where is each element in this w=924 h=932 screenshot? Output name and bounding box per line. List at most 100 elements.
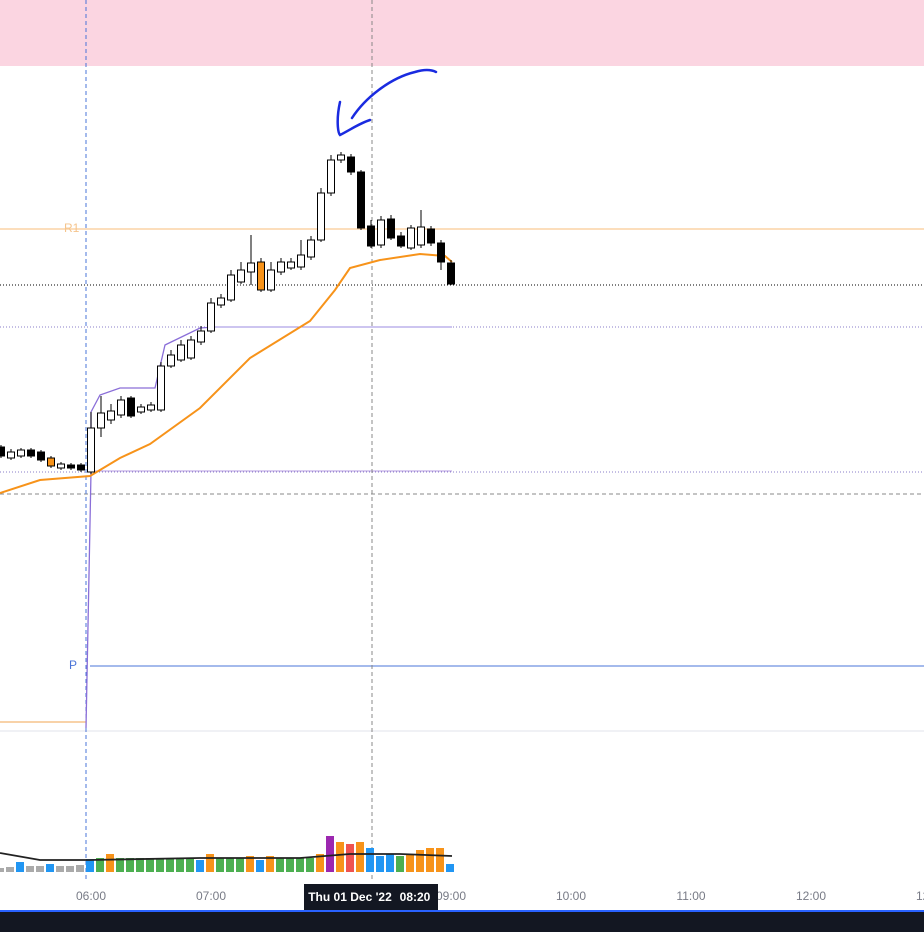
candle-body: [67, 464, 75, 469]
volume-bar: [296, 858, 304, 872]
volume-bar: [76, 865, 84, 872]
candle-body: [307, 239, 315, 258]
volume-bar: [256, 860, 264, 872]
candle-body: [297, 254, 305, 268]
candle-body: [177, 344, 185, 361]
pivot-label: P: [69, 658, 77, 672]
volume-bar: [56, 866, 64, 872]
volume-bar: [96, 858, 104, 872]
candle-body: [337, 154, 345, 161]
candle-body: [87, 427, 95, 473]
candle-body: [257, 261, 265, 291]
bottom-bar-edge: [0, 910, 924, 912]
volume-bar: [346, 844, 354, 872]
candle-body: [397, 235, 405, 247]
volume-bar: [196, 860, 204, 872]
volume-bar: [86, 859, 94, 872]
volume-bar: [356, 842, 364, 872]
volume-bar: [266, 856, 274, 872]
bottom-bar: [0, 910, 924, 932]
candle-body: [157, 365, 165, 411]
candle-body: [197, 330, 205, 343]
candle-body: [107, 410, 115, 421]
volume-bar: [166, 858, 174, 872]
time-tick: 09:00: [436, 889, 466, 903]
volume-bar: [116, 858, 124, 872]
candle-body: [247, 262, 255, 273]
ema-line: [0, 252, 453, 494]
candle-body: [437, 242, 445, 263]
candle-body: [407, 227, 415, 249]
r1-label: R1: [64, 221, 80, 235]
volume-bar: [66, 866, 74, 872]
candle-body: [137, 406, 145, 413]
volume-bar: [206, 854, 214, 872]
candle-body: [417, 226, 425, 246]
volume-bar: [436, 848, 444, 872]
volume-bar: [6, 867, 14, 872]
volume-bar: [16, 862, 24, 872]
candle-body: [47, 457, 55, 467]
volume-bar: [176, 858, 184, 872]
time-tick: 06:00: [76, 889, 106, 903]
volume-bar: [306, 858, 314, 872]
candle-body: [217, 297, 225, 306]
candle-body: [287, 261, 295, 269]
candle-body: [387, 218, 395, 239]
candle-body: [147, 404, 155, 411]
candles: [0, 152, 455, 474]
candle-body: [357, 171, 365, 229]
volume-bar: [416, 850, 424, 872]
time-tick: 12:00: [796, 889, 826, 903]
volume-bar: [276, 858, 284, 872]
volume-bar: [446, 864, 454, 872]
volume-ma: [0, 852, 453, 861]
candle-body: [187, 339, 195, 359]
volume-bar: [376, 856, 384, 872]
volume-bar: [186, 858, 194, 872]
volume-bar: [226, 858, 234, 872]
volume-bar: [236, 858, 244, 872]
volume-bar: [26, 866, 34, 872]
time-tick: 12:00: [916, 889, 924, 903]
volume-bar: [136, 858, 144, 872]
volume-bar: [326, 836, 334, 872]
candle-body: [367, 225, 375, 247]
volume-bar: [0, 868, 4, 872]
volume-bar: [246, 856, 254, 872]
candle-body: [377, 219, 385, 246]
candle-body: [7, 451, 15, 459]
volume-bar: [386, 854, 394, 872]
volume-bar: [316, 854, 324, 872]
candle-body: [167, 354, 175, 367]
volume-bar: [146, 858, 154, 872]
candle-body: [327, 159, 335, 194]
candle-body: [77, 464, 85, 471]
time-tick: 10:00: [556, 889, 586, 903]
candle-body: [57, 463, 65, 469]
volume-bar: [396, 856, 404, 872]
candle-body: [237, 269, 245, 283]
volume-bar: [426, 848, 434, 872]
volume-bar: [46, 864, 54, 872]
volume-bar: [216, 858, 224, 872]
hand-drawn-arrow: [336, 68, 438, 137]
volume-bar: [106, 854, 114, 872]
candle-body: [277, 261, 285, 273]
volume-bar: [286, 858, 294, 872]
crosshair-date: Thu 01 Dec '22: [308, 890, 392, 904]
crosshair-time: 08:20: [400, 890, 431, 904]
volume: [0, 836, 454, 872]
volume-bar: [406, 854, 414, 872]
candle-body: [27, 449, 35, 457]
candle-body: [267, 269, 275, 291]
crosshair-label: [304, 884, 438, 910]
candle-body: [347, 156, 355, 173]
volume-bar: [126, 858, 134, 872]
candle-body: [317, 192, 325, 241]
candle-body: [97, 412, 105, 429]
vwap-line: [85, 326, 216, 729]
candle-body: [127, 397, 135, 417]
time-tick: 07:00: [196, 889, 226, 903]
